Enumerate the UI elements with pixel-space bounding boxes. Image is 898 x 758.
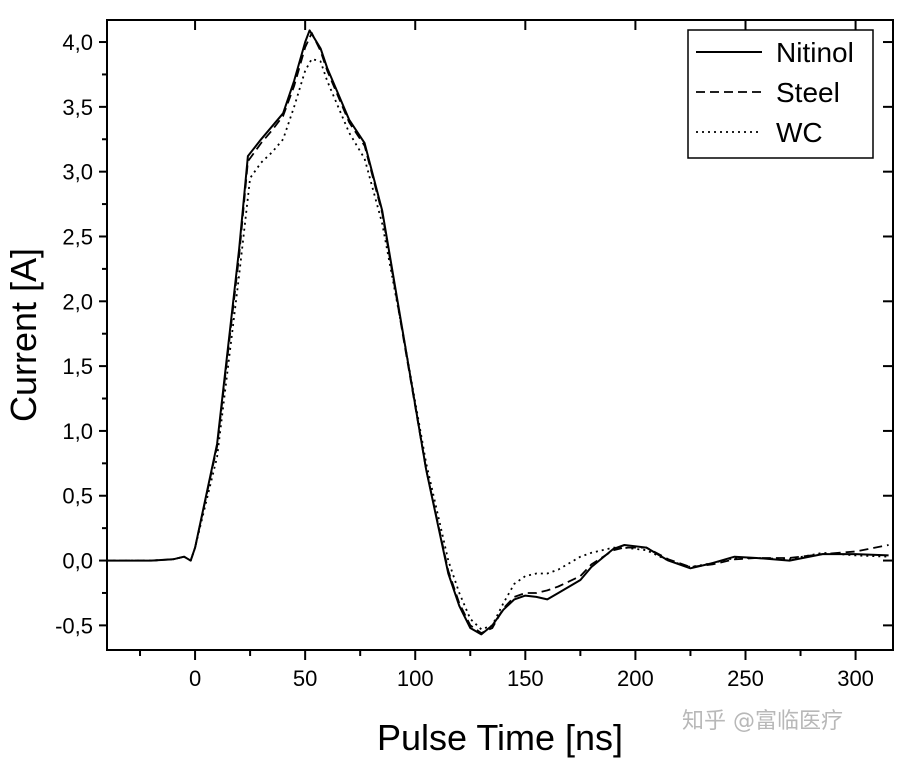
legend-label: Steel [776,77,840,108]
plot-frame [106,19,894,651]
watermark: 知乎 @富临医疗 [682,709,843,734]
x-tick-label: 0 [189,666,201,691]
y-tick-label: 2,0 [62,289,93,314]
x-tick-label: 100 [397,666,434,691]
y-axis-label: Current [A] [3,248,44,422]
legend-label: WC [776,117,823,148]
x-axis-label: Pulse Time [ns] [377,717,623,758]
series-line-steel [107,32,889,634]
y-tick-label: 0,5 [62,484,93,509]
y-tick-label: -0,5 [55,613,93,638]
y-tick-label: 4,0 [62,30,93,55]
x-tick-label: 150 [507,666,544,691]
y-tick-label: 1,5 [62,354,93,379]
x-tick-label: 250 [727,666,764,691]
y-tick-label: 3,0 [62,160,93,185]
x-tick-label: 50 [293,666,317,691]
x-tick-label: 300 [837,666,874,691]
series-line-wc [107,58,889,631]
y-tick-label: 0,0 [62,549,93,574]
y-tick-label: 2,5 [62,224,93,249]
legend: Nitinol Steel WC [687,29,874,159]
legend-label: Nitinol [776,37,854,68]
y-tick-label: 1,0 [62,419,93,444]
y-tick-label: 3,5 [62,95,93,120]
x-tick-label: 200 [617,666,654,691]
